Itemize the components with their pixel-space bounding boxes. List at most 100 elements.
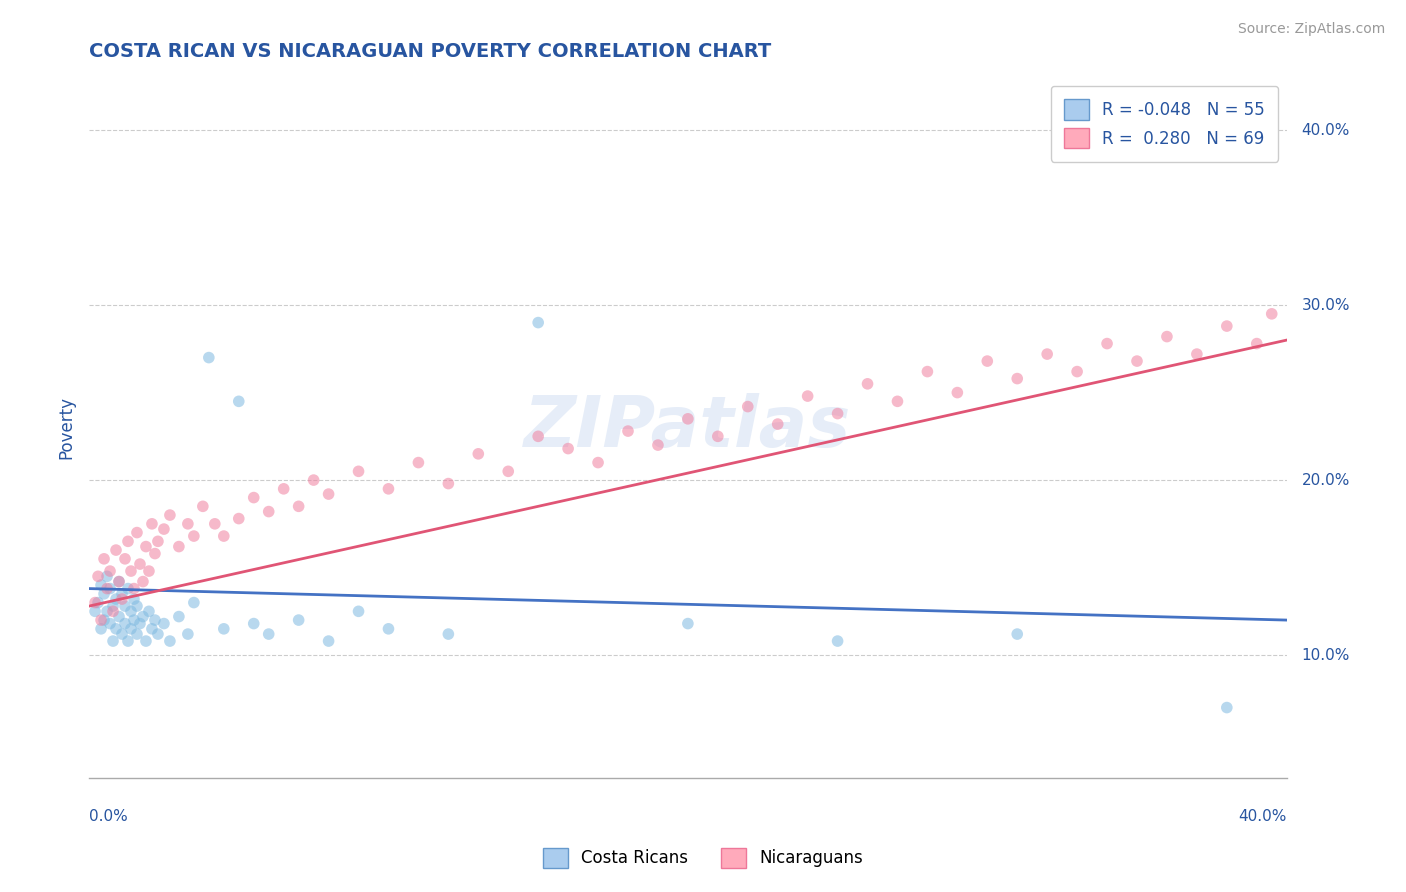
Point: [98, 616, 121, 631]
Point: [796, 389, 818, 403]
Point: [135, 634, 157, 648]
Point: [257, 627, 280, 641]
Point: [105, 592, 128, 607]
Point: [191, 500, 214, 514]
Point: [1156, 329, 1178, 343]
Point: [676, 616, 699, 631]
Point: [114, 599, 136, 613]
Point: [467, 447, 489, 461]
Point: [1036, 347, 1059, 361]
Point: [87, 596, 110, 610]
Point: [496, 464, 519, 478]
Point: [527, 316, 550, 330]
Point: [886, 394, 908, 409]
Point: [228, 511, 250, 525]
Point: [93, 587, 115, 601]
Point: [114, 616, 136, 631]
Point: [135, 540, 157, 554]
Point: [87, 569, 110, 583]
Point: [647, 438, 669, 452]
Text: 30.0%: 30.0%: [1302, 298, 1350, 312]
Point: [125, 627, 148, 641]
Point: [917, 365, 939, 379]
Point: [1246, 336, 1268, 351]
Text: 40.0%: 40.0%: [1302, 122, 1350, 137]
Point: [1216, 319, 1239, 334]
Point: [228, 394, 250, 409]
Point: [617, 424, 640, 438]
Point: [212, 529, 235, 543]
Legend: R = -0.048   N = 55, R =  0.280   N = 69: R = -0.048 N = 55, R = 0.280 N = 69: [1050, 86, 1278, 161]
Point: [120, 604, 142, 618]
Point: [287, 613, 309, 627]
Point: [132, 574, 155, 589]
Point: [586, 456, 609, 470]
Point: [946, 385, 969, 400]
Point: [96, 569, 118, 583]
Point: [198, 351, 221, 365]
Point: [146, 534, 169, 549]
Point: [437, 627, 460, 641]
Point: [143, 613, 166, 627]
Point: [287, 500, 309, 514]
Point: [98, 564, 121, 578]
Y-axis label: Poverty: Poverty: [58, 396, 75, 459]
Point: [257, 505, 280, 519]
Point: [117, 634, 139, 648]
Point: [120, 564, 142, 578]
Point: [117, 534, 139, 549]
Text: 40.0%: 40.0%: [1239, 809, 1286, 824]
Point: [318, 634, 340, 648]
Point: [132, 609, 155, 624]
Point: [212, 622, 235, 636]
Point: [90, 613, 112, 627]
Point: [105, 622, 128, 636]
Point: [177, 516, 200, 531]
Point: [347, 604, 370, 618]
Point: [707, 429, 730, 443]
Text: ZIPatlas: ZIPatlas: [524, 393, 852, 462]
Point: [101, 634, 124, 648]
Point: [90, 622, 112, 636]
Point: [557, 442, 579, 456]
Point: [1216, 700, 1239, 714]
Point: [159, 508, 181, 522]
Point: [302, 473, 325, 487]
Point: [114, 551, 136, 566]
Point: [93, 551, 115, 566]
Point: [167, 609, 190, 624]
Point: [117, 582, 139, 596]
Point: [125, 599, 148, 613]
Point: [153, 616, 176, 631]
Point: [129, 557, 152, 571]
Point: [141, 622, 163, 636]
Point: [242, 616, 264, 631]
Point: [242, 491, 264, 505]
Point: [122, 592, 145, 607]
Point: [101, 604, 124, 618]
Point: [183, 529, 205, 543]
Point: [129, 616, 152, 631]
Text: 20.0%: 20.0%: [1302, 473, 1350, 488]
Point: [101, 599, 124, 613]
Point: [1005, 627, 1028, 641]
Point: [120, 622, 142, 636]
Point: [827, 407, 849, 421]
Point: [93, 613, 115, 627]
Point: [1005, 371, 1028, 385]
Point: [408, 456, 430, 470]
Text: 10.0%: 10.0%: [1302, 648, 1350, 663]
Point: [1261, 307, 1284, 321]
Point: [183, 596, 205, 610]
Point: [111, 587, 134, 601]
Point: [377, 482, 399, 496]
Point: [159, 634, 181, 648]
Text: COSTA RICAN VS NICARAGUAN POVERTY CORRELATION CHART: COSTA RICAN VS NICARAGUAN POVERTY CORREL…: [89, 42, 772, 61]
Point: [766, 417, 789, 431]
Point: [84, 596, 107, 610]
Point: [377, 622, 399, 636]
Point: [1126, 354, 1149, 368]
Point: [105, 543, 128, 558]
Legend: Costa Ricans, Nicaraguans: Costa Ricans, Nicaraguans: [536, 841, 870, 875]
Point: [273, 482, 295, 496]
